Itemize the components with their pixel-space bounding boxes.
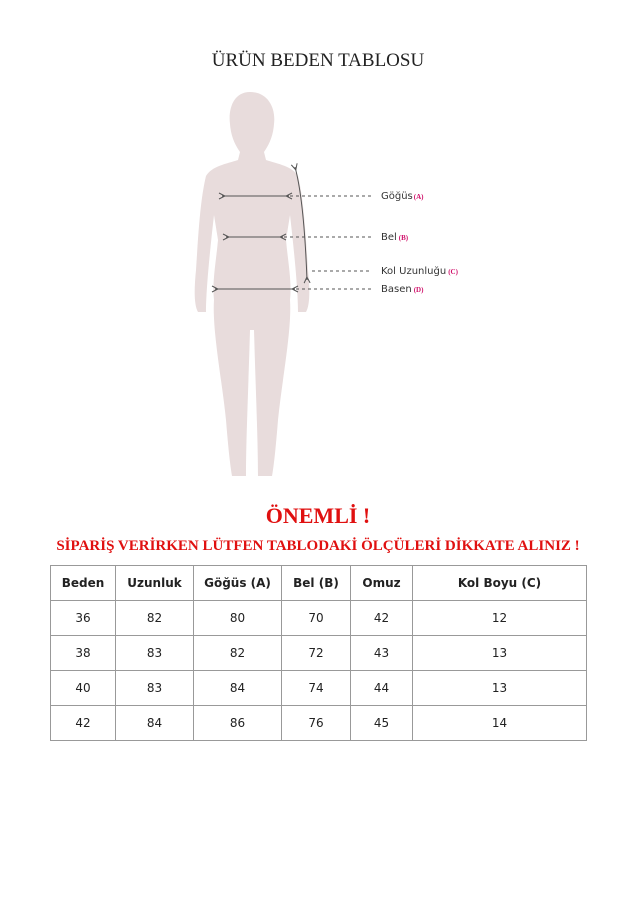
page-title: ÜRÜN BEDEN TABLOSU <box>211 50 425 71</box>
header-cell: Beden <box>50 565 116 601</box>
table-cell: 42 <box>350 600 413 636</box>
table-cell: 12 <box>412 600 587 636</box>
table-cell: 36 <box>50 600 116 636</box>
size-table: Beden Uzunluk Göğüs (A) Bel (B) Omuz Kol… <box>50 565 587 741</box>
table-row: 42 84 86 76 45 14 <box>50 705 587 741</box>
warning-text: SİPARİŞ VERİRKEN LÜTFEN TABLODAKİ ÖLÇÜLE… <box>56 538 580 554</box>
table-cell: 82 <box>115 600 194 636</box>
table-cell: 76 <box>281 705 351 741</box>
important-heading: ÖNEMLİ ! <box>265 503 371 528</box>
table-cell: 86 <box>193 705 282 741</box>
table-cell: 44 <box>350 670 413 706</box>
table-cell: 43 <box>350 635 413 671</box>
label-hip: Basen (D) <box>381 284 424 295</box>
table-row: 36 82 80 70 42 12 <box>50 600 587 636</box>
table-cell: 72 <box>281 635 351 671</box>
table-cell: 83 <box>115 670 194 706</box>
header-cell: Göğüs (A) <box>193 565 282 601</box>
header-cell: Uzunluk <box>115 565 194 601</box>
table-cell: 13 <box>412 670 587 706</box>
sleeve-arrow <box>295 167 307 280</box>
table-cell: 84 <box>193 670 282 706</box>
body-silhouette <box>194 92 310 476</box>
table-cell: 42 <box>50 705 116 741</box>
table-header-row: Beden Uzunluk Göğüs (A) Bel (B) Omuz Kol… <box>50 565 587 601</box>
table-cell: 14 <box>412 705 587 741</box>
table-cell: 40 <box>50 670 116 706</box>
table-cell: 74 <box>281 670 351 706</box>
label-sleeve: Kol Uzunluğu (C) <box>381 265 459 277</box>
table-cell: 80 <box>193 600 282 636</box>
header-cell: Omuz <box>350 565 413 601</box>
table-cell: 83 <box>115 635 194 671</box>
table-cell: 70 <box>281 600 351 636</box>
label-chest: Göğüs(A) <box>381 190 424 202</box>
table-cell: 13 <box>412 635 587 671</box>
table-row: 40 83 84 74 44 13 <box>50 670 587 706</box>
table-cell: 38 <box>50 635 116 671</box>
table-cell: 82 <box>193 635 282 671</box>
table-cell: 45 <box>350 705 413 741</box>
header-cell: Bel (B) <box>281 565 351 601</box>
body-measurement-figure: Göğüs(A) Bel (B) Kol Uzunluğu (C) Basen (D) <box>194 92 459 476</box>
table-cell: 84 <box>115 705 194 741</box>
label-waist: Bel (B) <box>381 232 409 243</box>
table-row: 38 83 82 72 43 13 <box>50 635 587 671</box>
header-cell: Kol Boyu (C) <box>412 565 587 601</box>
